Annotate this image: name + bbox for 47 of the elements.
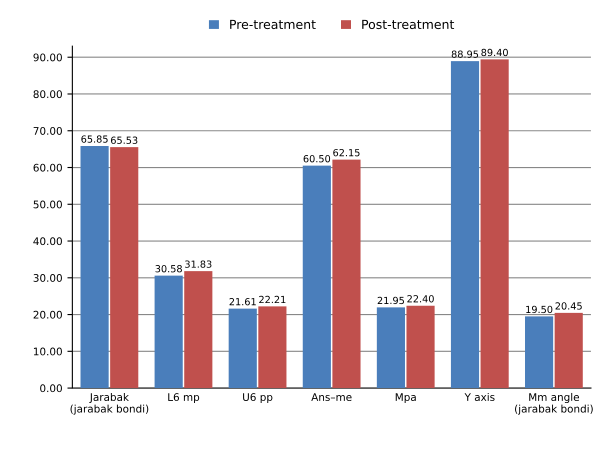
- y-tick-label: 90.00: [33, 53, 62, 62]
- legend-label: Pre-treatment: [230, 20, 316, 30]
- bar: [228, 308, 257, 388]
- data-label: 21.61: [230, 298, 256, 306]
- data-label: 65.53: [110, 136, 138, 144]
- data-label: 60.50: [304, 155, 330, 162]
- y-tick-label: 70.00: [34, 126, 62, 135]
- data-label: 31.83: [185, 260, 212, 268]
- y-tick-label: 40.00: [33, 237, 62, 246]
- bar: [154, 276, 183, 388]
- x-tick-label: L6 mp: [168, 393, 200, 404]
- data-label: 88.95: [452, 50, 478, 58]
- data-label: 19.50: [526, 306, 552, 314]
- y-tick-label: 20.00: [34, 310, 62, 319]
- bar: [525, 316, 554, 388]
- bar: [450, 61, 480, 388]
- x-tick-label: U6 pp: [243, 393, 272, 404]
- bar: [184, 271, 212, 388]
- x-tick-label: Jarabak (jarabak bondi): [70, 392, 148, 415]
- data-label: 20.45: [556, 302, 582, 310]
- x-tick-label: Mm angle (jarabak bondi): [515, 392, 593, 415]
- bar: [302, 166, 331, 388]
- data-label: 22.40: [407, 295, 434, 302]
- x-tick-label: Ans–me: [311, 393, 352, 402]
- legend-label: Post-treatment: [362, 20, 454, 30]
- bar: [406, 306, 435, 388]
- y-tick-label: 10.00: [34, 348, 62, 356]
- y-tick-label: 60.00: [34, 164, 62, 172]
- y-tick-label: 0.00: [40, 384, 62, 392]
- data-label: 22.21: [259, 296, 286, 304]
- bar: [258, 306, 286, 388]
- bar: [554, 312, 583, 388]
- data-label: 65.85: [81, 135, 108, 143]
- bar: [376, 307, 405, 388]
- data-label: 21.95: [378, 296, 404, 304]
- data-label: 30.58: [155, 265, 182, 272]
- bar: [480, 59, 509, 388]
- data-label: 89.40: [481, 48, 508, 56]
- y-tick-label: 30.00: [34, 274, 62, 282]
- y-tick-label: 50.00: [34, 200, 62, 208]
- y-tick-label: 80.00: [34, 90, 62, 98]
- x-tick-label: Y axis: [464, 392, 495, 402]
- data-label: 62.15: [333, 148, 360, 156]
- bar: [332, 160, 361, 388]
- bar: [80, 146, 109, 388]
- x-tick-label: Mpa: [396, 393, 416, 404]
- bar: [110, 147, 138, 388]
